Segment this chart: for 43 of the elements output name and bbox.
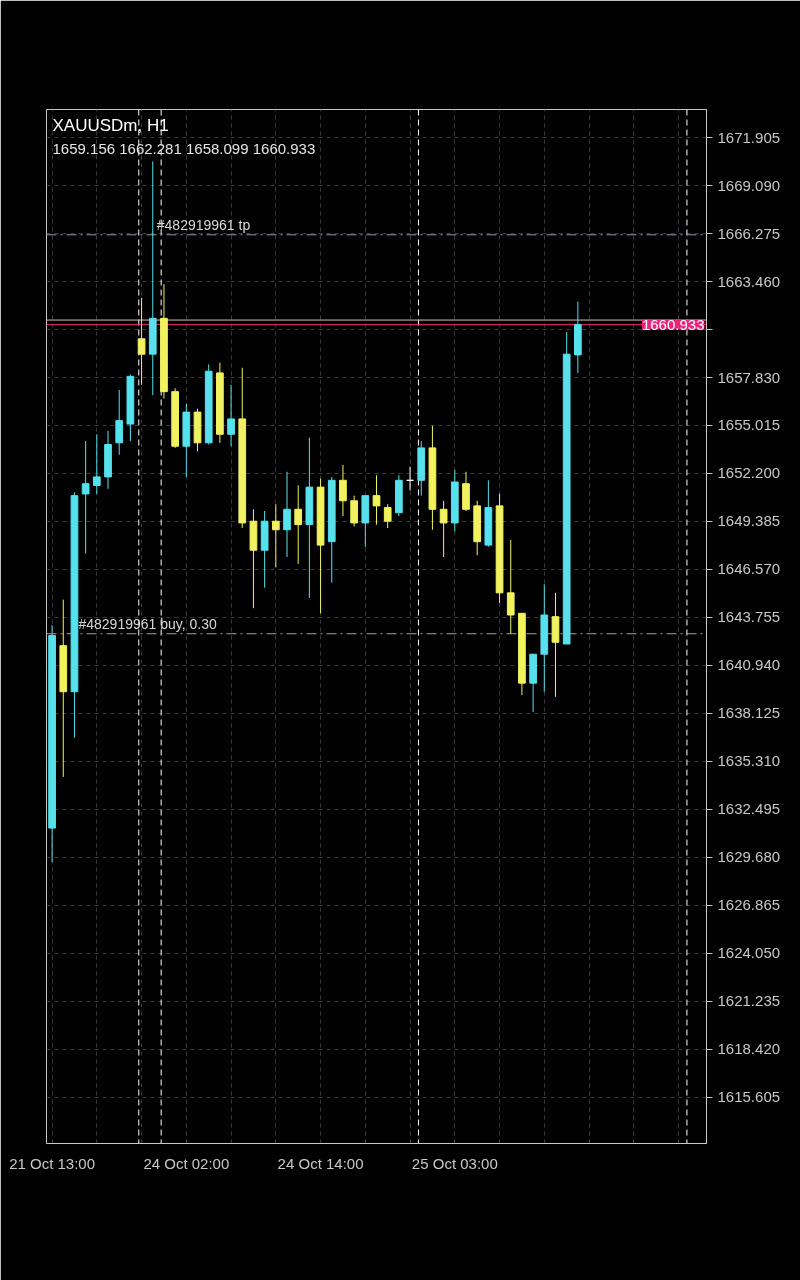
- candlestick: [294, 484, 303, 565]
- y-tick-label: 1669.090: [717, 176, 781, 194]
- candlestick: [350, 495, 358, 527]
- x-tick-label: 24 Oct 14:00: [277, 1154, 364, 1172]
- y-tick-label: 1652.200: [717, 464, 781, 482]
- candlestick: [506, 539, 515, 635]
- y-tick-label: 1635.310: [717, 752, 781, 770]
- y-tick-label: 1615.605: [717, 1088, 781, 1106]
- text: 1659.156 1662.281 1658.099 1660.933: [52, 139, 316, 157]
- candlestick: [115, 389, 124, 456]
- x-tick-label: 21 Oct 13:00: [9, 1154, 96, 1172]
- x-tick-label: 25 Oct 03:00: [411, 1154, 498, 1172]
- y-tick-label: 1646.570: [717, 560, 781, 578]
- y-tick-label: 1626.865: [717, 896, 781, 914]
- y-tick-label: 1655.015: [717, 416, 781, 434]
- ref-line-label: #482919961 buy, 0.30: [78, 615, 217, 632]
- y-tick-label: 1624.050: [717, 944, 781, 962]
- candlestick: [283, 471, 291, 558]
- y-tick-label: 1671.905: [717, 128, 781, 146]
- y-tick-label: 1643.755: [717, 608, 781, 626]
- y-tick-label: 1666.275: [717, 224, 781, 242]
- y-tick-label: 1657.830: [717, 368, 781, 386]
- candlestick: [339, 464, 347, 517]
- x-tick-label: 24 Oct 02:00: [143, 1154, 230, 1172]
- y-tick-label: 1663.460: [717, 272, 781, 290]
- y-tick-label: 1638.125: [717, 704, 781, 722]
- candlestick: [227, 384, 235, 447]
- candlestick: [372, 474, 381, 526]
- y-tick-label: 1640.940: [717, 656, 781, 674]
- candlestick: [92, 433, 101, 495]
- candlestick: [81, 440, 90, 555]
- y-tick-label: 1629.680: [717, 848, 781, 866]
- y-tick-label: 1649.385: [717, 512, 781, 530]
- candlestick: [439, 500, 448, 558]
- y-tick-label: 1618.420: [717, 1040, 781, 1058]
- chart-title: XAUUSDm, H1: [52, 115, 169, 135]
- ref-line-label: 1660.933: [641, 315, 705, 333]
- y-tick-label: 1621.235: [717, 992, 781, 1010]
- candlestick: [137, 297, 146, 386]
- candlestick: [271, 503, 280, 568]
- y-tick-label: 1632.495: [717, 800, 781, 818]
- ref-line-label: #482919961 tp: [156, 216, 251, 233]
- candlestick: [383, 503, 392, 529]
